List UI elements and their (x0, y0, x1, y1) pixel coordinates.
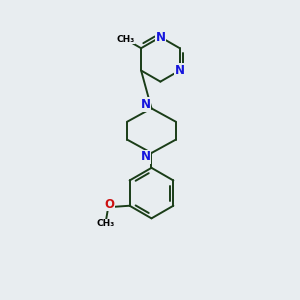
Text: N: N (155, 31, 165, 44)
Text: CH₃: CH₃ (97, 219, 115, 228)
Text: N: N (175, 64, 185, 77)
Text: N: N (140, 150, 151, 163)
Text: O: O (105, 198, 115, 211)
Text: CH₃: CH₃ (116, 35, 135, 44)
Text: N: N (140, 98, 151, 111)
